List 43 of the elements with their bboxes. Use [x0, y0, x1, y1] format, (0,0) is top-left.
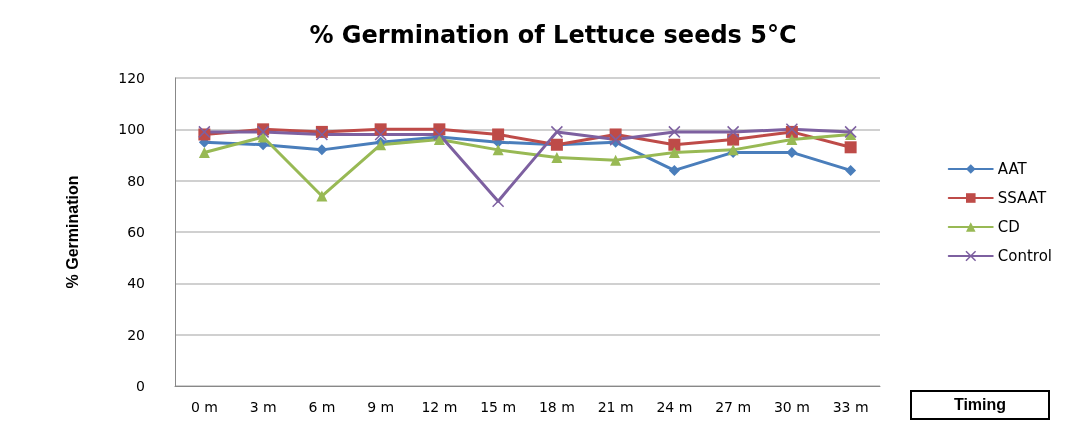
x-tick-label: 15 m [480, 399, 517, 415]
x-tick-label: 18 m [538, 399, 575, 415]
x-tick-label: 0 m [190, 399, 218, 415]
x-axis-title: Timing [910, 390, 1050, 420]
point [668, 125, 681, 139]
x-tick-label: 12 m [421, 399, 458, 415]
chart-title: % Germination of Lettuce seeds 5°C [309, 21, 797, 49]
legend-label: AAT [997, 160, 1028, 178]
y-tick-label: 0 [136, 378, 145, 394]
point [316, 144, 328, 156]
y-tick-label: 60 [127, 224, 145, 240]
x-tick-label: 30 m [773, 399, 810, 415]
point [845, 164, 857, 176]
point [726, 125, 740, 139]
point [198, 146, 210, 158]
x-tick-label: 9 m [367, 399, 395, 415]
legend-label: SSAAT [997, 189, 1047, 207]
point [668, 164, 680, 176]
point [610, 154, 622, 166]
y-tick-label: 40 [127, 275, 145, 292]
legend-label: CD [997, 218, 1020, 236]
point [316, 190, 328, 202]
point [844, 141, 857, 154]
x-tick-label: 24 m [656, 399, 693, 415]
x-tick-label: 3 m [249, 399, 277, 415]
y-tick-label: 120 [118, 70, 145, 86]
y-axis-title: % Germination [63, 175, 81, 289]
point [492, 144, 504, 156]
x-tick-label: 27 m [715, 399, 752, 415]
y-tick-label: 80 [127, 172, 145, 189]
y-tick-label: 20 [127, 326, 145, 343]
point [374, 128, 387, 141]
point [550, 125, 564, 139]
y-tick-label: 100 [118, 121, 145, 138]
x-tick-label: 33 m [832, 399, 869, 415]
point [492, 128, 505, 141]
point [668, 146, 680, 158]
point [786, 134, 798, 146]
x-tick-label: 6 m [308, 399, 336, 415]
point [668, 138, 681, 151]
x-tick-label: 21 m [597, 399, 634, 415]
legend-label: Control [997, 247, 1053, 265]
point [551, 152, 563, 164]
